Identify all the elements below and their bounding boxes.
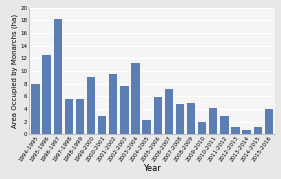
Bar xyxy=(131,63,140,134)
Bar xyxy=(253,127,262,134)
Bar xyxy=(243,130,251,134)
X-axis label: Year: Year xyxy=(143,165,161,173)
Bar xyxy=(76,99,84,134)
Bar xyxy=(31,84,40,134)
Bar xyxy=(65,99,73,134)
Bar xyxy=(98,117,106,134)
Bar xyxy=(220,116,228,134)
Bar xyxy=(87,77,95,134)
Bar xyxy=(231,127,240,134)
Bar xyxy=(265,109,273,134)
Bar xyxy=(176,104,184,134)
Bar xyxy=(54,19,62,134)
Bar xyxy=(142,120,151,134)
Bar xyxy=(153,97,162,134)
Bar xyxy=(120,86,128,134)
Bar xyxy=(209,108,217,134)
Bar xyxy=(165,89,173,134)
Y-axis label: Area Occupied by Monarchs (ha): Area Occupied by Monarchs (ha) xyxy=(11,14,18,128)
Bar xyxy=(109,74,117,134)
Bar xyxy=(42,55,51,134)
Bar xyxy=(198,122,206,134)
Bar xyxy=(187,103,195,134)
